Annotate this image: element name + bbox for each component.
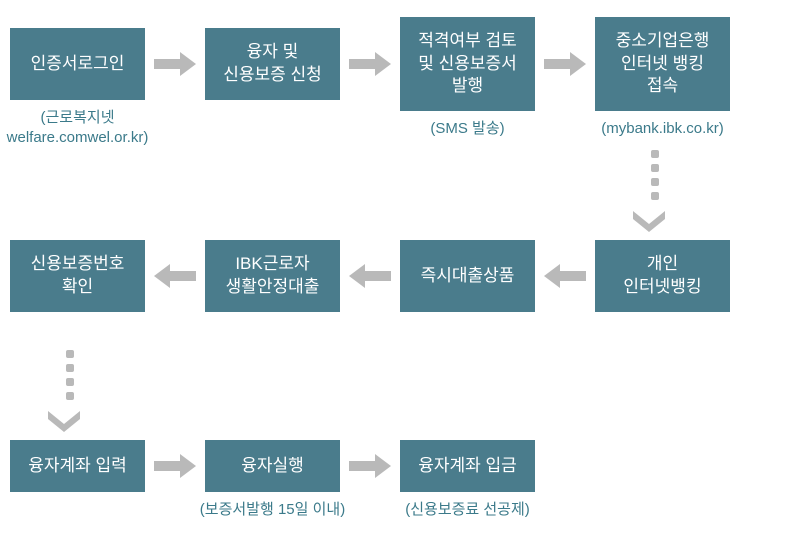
flow-node-label: 융자실행	[241, 455, 304, 478]
flow-node-caption-n11: (신용보증료 선공제)	[405, 500, 530, 520]
arrow-n2-n3	[347, 50, 393, 78]
flow-node-n1: 인증서로그인	[10, 28, 145, 100]
flow-node-label: 인증서로그인	[31, 53, 125, 76]
arrow-n7-n8	[152, 262, 198, 290]
flow-node-caption-n1: (근로복지넷welfare.comwel.or.kr)	[7, 108, 149, 147]
flow-node-caption-n3: (SMS 발송)	[430, 119, 504, 139]
arrow-n3-n4	[542, 50, 588, 78]
flow-node-n7: IBK근로자생활안정대출	[205, 240, 340, 312]
flow-node-label: 융자계좌 입금	[418, 455, 517, 478]
flow-node-label: IBK근로자생활안정대출	[226, 253, 320, 299]
arrow-dotted-n4-n5	[648, 150, 662, 239]
arrow-n10-n11	[347, 452, 393, 480]
flow-node-label: 융자 및신용보증 신청	[223, 41, 322, 87]
flow-node-n4: 중소기업은행인터넷 뱅킹접속	[595, 17, 730, 111]
arrow-dotted-n8-n9	[63, 350, 77, 439]
flow-node-n6: 즉시대출상품	[400, 240, 535, 312]
flow-node-n8: 신용보증번호확인	[10, 240, 145, 312]
arrow-n5-n6	[542, 262, 588, 290]
flow-node-label: 중소기업은행인터넷 뱅킹접속	[616, 30, 710, 99]
flow-node-caption-n10: (보증서발행 15일 이내)	[200, 500, 345, 520]
flow-node-caption-n4: (mybank.ibk.co.kr)	[601, 119, 724, 139]
flow-node-n11: 융자계좌 입금	[400, 440, 535, 492]
flow-node-label: 즉시대출상품	[421, 265, 515, 288]
flow-node-n5: 개인인터넷뱅킹	[595, 240, 730, 312]
flow-node-label: 신용보증번호확인	[31, 253, 125, 299]
flow-node-label: 개인인터넷뱅킹	[623, 253, 701, 299]
flow-node-label: 적격여부 검토및 신용보증서발행	[418, 30, 517, 99]
flow-node-label: 융자계좌 입력	[28, 455, 127, 478]
arrow-n6-n7	[347, 262, 393, 290]
flow-node-n9: 융자계좌 입력	[10, 440, 145, 492]
flow-node-n10: 융자실행	[205, 440, 340, 492]
arrow-n1-n2	[152, 50, 198, 78]
flow-node-n2: 융자 및신용보증 신청	[205, 28, 340, 100]
arrow-n9-n10	[152, 452, 198, 480]
flow-node-n3: 적격여부 검토및 신용보증서발행	[400, 17, 535, 111]
